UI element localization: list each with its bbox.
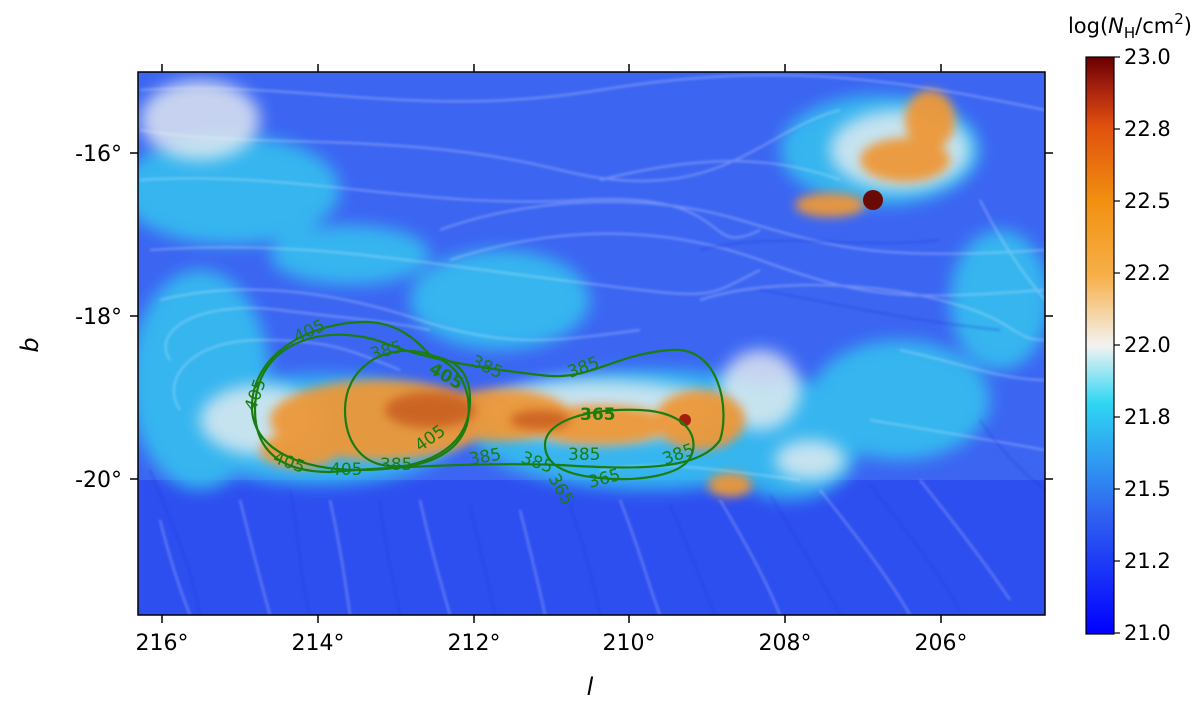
colorbar-tick-label: 21.2 — [1124, 549, 1171, 573]
colorbar-tick-label: 22.0 — [1124, 333, 1171, 357]
colorbar-tick-label: 22.2 — [1124, 261, 1171, 285]
x-tick-label: 212° — [448, 631, 501, 656]
colorbar-label: log(NH/cm2) — [1068, 10, 1192, 42]
column-density-map — [138, 72, 1045, 615]
colorbar-tick-label: 22.8 — [1124, 117, 1171, 141]
contour-label: 365 — [580, 405, 616, 425]
x-axis-label: l — [587, 673, 594, 701]
y-tick-label: -16° — [75, 142, 122, 167]
contour-label: 385 — [380, 455, 412, 475]
contour-labels: 405 405 405 405 405 405 385 385 385 385 … — [241, 316, 697, 509]
colorbar-tick-labels: 23.0 22.8 22.5 22.2 22.0 21.8 21.5 21.2 … — [1124, 45, 1171, 645]
colorbar: 23.0 22.8 22.5 22.2 22.0 21.8 21.5 21.2 … — [1068, 10, 1192, 645]
y-axis-label: b — [16, 337, 44, 352]
x-tick-label: 208° — [759, 631, 812, 656]
y-tick-labels: -16° -18° -20° — [75, 142, 122, 493]
colorbar-tick-label: 21.5 — [1124, 477, 1171, 501]
colorbar-gradient — [1086, 57, 1114, 634]
x-tick-labels: 216° 214° 212° 210° 208° 206° — [136, 631, 968, 656]
x-tick-label: 206° — [915, 631, 968, 656]
contour-label: 405 — [330, 460, 362, 480]
x-tick-label: 214° — [292, 631, 345, 656]
colorbar-tick-label: 23.0 — [1124, 45, 1171, 69]
colorbar-tick-label: 21.8 — [1124, 405, 1171, 429]
field-streamlines — [139, 74, 1045, 615]
y-tick-label: -20° — [75, 468, 122, 493]
colorbar-tick-label: 21.0 — [1124, 621, 1171, 645]
contour-385-right — [543, 408, 695, 481]
colorbar-tick-label: 22.5 — [1124, 189, 1171, 213]
x-tick-label: 210° — [603, 631, 656, 656]
contours — [250, 320, 725, 481]
plot-frame — [137, 71, 1046, 616]
axis-ticks — [130, 64, 1053, 623]
contour-385-large — [253, 333, 725, 474]
contour-405-outer — [250, 320, 472, 472]
density-peak — [863, 190, 883, 210]
y-tick-label: -18° — [75, 305, 122, 330]
x-tick-label: 216° — [136, 631, 189, 656]
contour-405-inner — [343, 349, 470, 468]
contour-label: 385 — [568, 445, 600, 465]
